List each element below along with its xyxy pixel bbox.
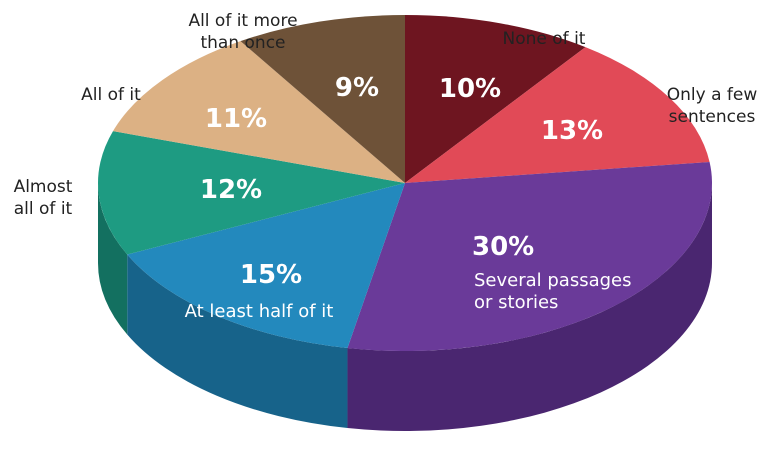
label-almost-all-of-it: Almost all of it [14, 177, 73, 219]
percent-all-of-it-more-than-once: 9% [335, 73, 379, 103]
slice-only-a-few-sentences [405, 47, 710, 183]
slice-none-of-it [405, 15, 586, 183]
side-almost-all-of-it [98, 183, 128, 335]
percent-several-passages-or-stories: 30% [472, 232, 534, 262]
slice-at-least-half-of-it [127, 183, 406, 349]
label-line: sentences [669, 107, 756, 127]
label-line: None of it [503, 29, 586, 49]
label-line: than once [200, 33, 285, 53]
pie-labels: 10% None of it 13% Only a few sentences 30% Se… [14, 11, 758, 322]
label-all-of-it: All of it [81, 85, 141, 105]
label-line: Several passages [474, 270, 632, 291]
slice-all-of-it [113, 41, 406, 183]
label-line: Only a few [667, 85, 758, 105]
side-several-passages-or-stories [347, 183, 712, 431]
percent-only-a-few-sentences: 13% [541, 116, 603, 146]
percent-at-least-half-of-it: 15% [240, 260, 302, 290]
label-line: At least half of it [185, 301, 334, 322]
label-at-least-half-of-it: At least half of it [185, 301, 334, 322]
label-only-a-few-sentences: Only a few sentences [667, 85, 758, 127]
percent-all-of-it: 11% [205, 104, 267, 134]
slice-almost-all-of-it [97, 131, 405, 255]
side-at-least-half-of-it [127, 254, 348, 429]
slice-several-passages-or-stories [347, 161, 713, 351]
label-several-passages-or-stories: Several passages or stories [474, 270, 632, 313]
percent-almost-all-of-it: 12% [200, 175, 262, 205]
pie-top-face [97, 15, 713, 351]
label-line: or stories [474, 292, 558, 313]
pie-side-wall [98, 183, 712, 431]
percent-none-of-it: 10% [439, 74, 501, 104]
label-line: All of it more [188, 11, 297, 31]
slice-all-of-it-more-than-once [240, 15, 405, 183]
label-line: all of it [14, 199, 73, 219]
label-line: Almost [14, 177, 73, 197]
label-none-of-it: None of it [503, 29, 586, 49]
label-line: All of it [81, 85, 141, 105]
label-all-of-it-more-than-once: All of it more than once [188, 11, 297, 53]
